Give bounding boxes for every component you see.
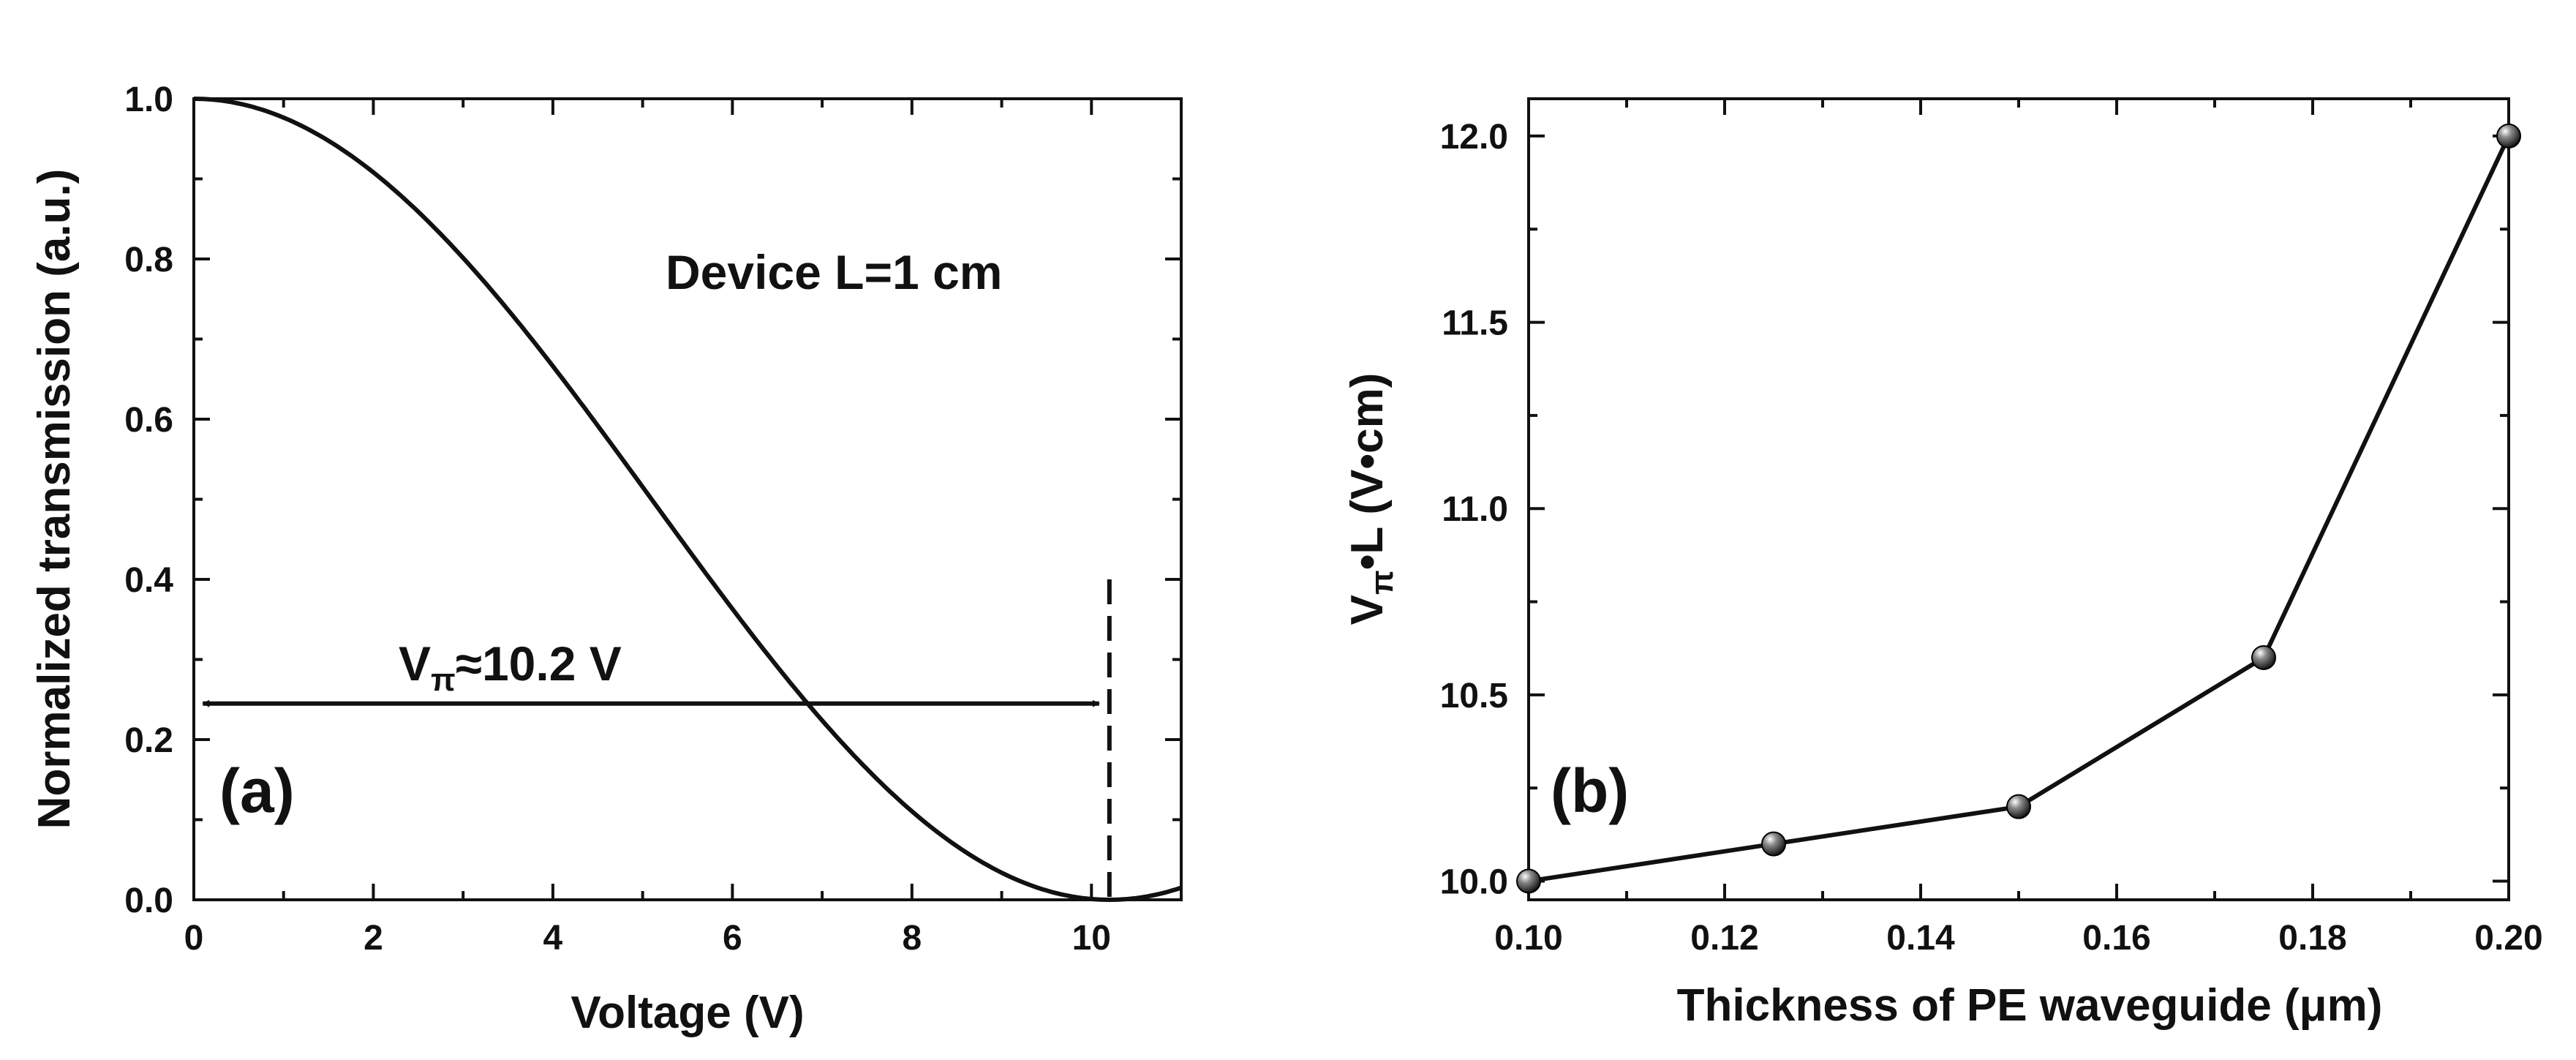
panel-a-y-axis-title: Normalized transmission (a.u.) [29, 169, 80, 830]
device-length-label: Device L=1 cm [666, 245, 1002, 299]
panel-b-x-tick-label: 0.14 [1886, 919, 1955, 958]
vpi-l-data-point [1761, 831, 1786, 857]
panel-b-tick-labels: 0.10 0.12 0.14 0.16 0.18 0.20 10.0 10.5 11.0 11.5… [1440, 118, 2543, 958]
panel-a-label: (a) [219, 756, 295, 825]
panel-a-x-tick-label: 0 [184, 919, 204, 958]
panel-b-label: (b) [1551, 756, 1629, 825]
panel-a-x-axis-title: Voltage (V) [570, 988, 804, 1038]
panel-b-y-tick-label: 11.0 [1442, 490, 1508, 529]
panel-a-y-tick-label: 0.2 [124, 721, 173, 760]
vpi-l-data-point [2251, 644, 2276, 670]
panel-b-x-tick-label: 0.18 [2278, 919, 2346, 958]
panel-a-x-tick-label: 4 [543, 919, 563, 958]
vpi-label: Vπ≈10.2 V [399, 636, 622, 698]
panel-b-x-tick-label: 0.20 [2474, 919, 2542, 958]
panel-a-y-tick-label: 1.0 [124, 80, 173, 119]
panel-b-y-tick-label: 11.5 [1442, 304, 1508, 343]
transmission-curve [193, 97, 1182, 903]
vpi-l-series-points [1516, 123, 2521, 894]
panel-b-x-tick-label: 0.16 [2082, 919, 2150, 958]
panel-a-x-tick-label: 8 [902, 919, 922, 958]
panel-a-x-tick-label: 10 [1072, 919, 1111, 958]
panel-a-ticks [192, 97, 1181, 901]
panel-a-y-tick-label: 0.8 [124, 241, 173, 279]
panel-a-plot-frame [192, 97, 1183, 901]
panel-b-y-tick-label: 10.0 [1440, 863, 1508, 902]
panel-b-y-tick-label: 10.5 [1440, 677, 1508, 715]
panel-b-x-axis-title: Thickness of PE waveguide (μm) [1677, 980, 2383, 1031]
panel-b-plot-frame [1527, 97, 2510, 901]
vpi-l-data-point [2006, 794, 2031, 819]
panel-a-chart: 0 2 4 6 8 10 0.0 0.2 0.4 0.6 0.8 1.0 Vπ≈10.2 V Devi… [29, 80, 1183, 1038]
panel-b-x-tick-label: 0.10 [1494, 919, 1562, 958]
vpi-l-data-point [1516, 868, 1541, 894]
panel-a-y-tick-label: 0.6 [124, 401, 173, 440]
vpi-l-series-line [1528, 135, 2511, 884]
panel-a-y-tick-label: 0.4 [124, 561, 173, 600]
panel-b-y-tick-label: 12.0 [1440, 118, 1508, 157]
panel-b-ticks [1527, 99, 2510, 900]
panel-b-chart: 0.10 0.12 0.14 0.16 0.18 0.20 10.0 10.5 11.0 11.5… [1342, 97, 2543, 1031]
panel-a-tick-labels: 0 2 4 6 8 10 0.0 0.2 0.4 0.6 0.8 1.0 [124, 80, 1111, 958]
panel-b-y-axis-title: Vπ•L (V•cm) [1342, 373, 1400, 625]
vpi-l-data-point [2496, 123, 2521, 149]
panel-a-x-tick-label: 2 [364, 919, 383, 958]
panel-a-y-tick-label: 0.0 [124, 882, 173, 920]
panel-b-x-tick-label: 0.12 [1690, 919, 1758, 958]
panel-a-x-tick-label: 6 [723, 919, 742, 958]
